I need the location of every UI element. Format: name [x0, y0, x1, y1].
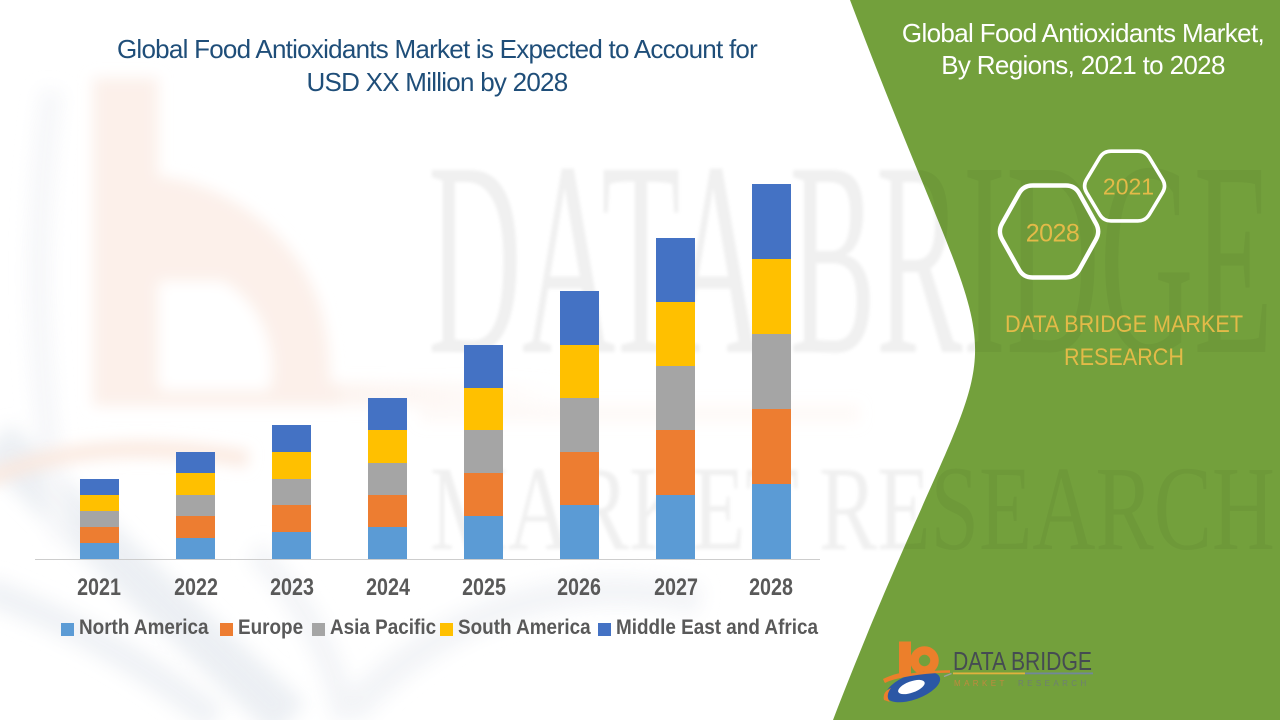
svg-text:2021: 2021	[1103, 173, 1154, 199]
svg-text:RESEARCH: RESEARCH	[1018, 679, 1090, 688]
svg-text:MARKET RESEARCH: MARKET RESEARCH	[430, 442, 1275, 576]
svg-text:DATA BRIDGE: DATA BRIDGE	[953, 646, 1092, 676]
svg-text:MARKET: MARKET	[954, 679, 1008, 688]
svg-text:2028: 2028	[1026, 220, 1080, 248]
